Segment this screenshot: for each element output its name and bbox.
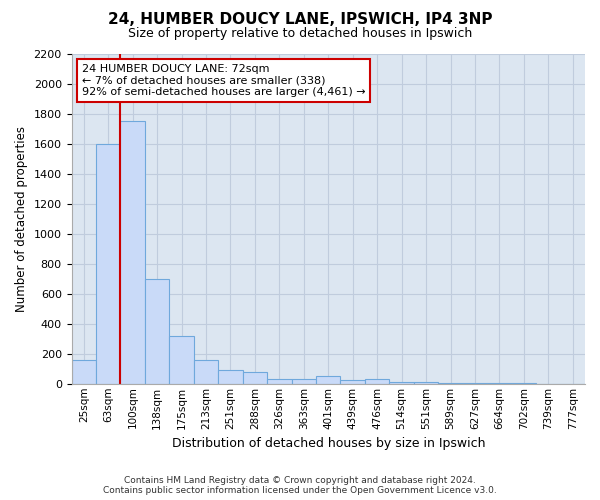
X-axis label: Distribution of detached houses by size in Ipswich: Distribution of detached houses by size … [172, 437, 485, 450]
Bar [242, 372, 267, 384]
Bar [414, 382, 438, 384]
Bar [365, 380, 389, 384]
Bar [145, 279, 169, 384]
Bar [169, 336, 194, 384]
Text: Size of property relative to detached houses in Ipswich: Size of property relative to detached ho… [128, 28, 472, 40]
Bar [267, 380, 292, 384]
Bar [316, 376, 340, 384]
Bar [96, 144, 121, 384]
Text: 24 HUMBER DOUCY LANE: 72sqm
← 7% of detached houses are smaller (338)
92% of sem: 24 HUMBER DOUCY LANE: 72sqm ← 7% of deta… [82, 64, 365, 97]
Bar [121, 122, 145, 384]
Bar [389, 382, 414, 384]
Bar [438, 383, 463, 384]
Y-axis label: Number of detached properties: Number of detached properties [15, 126, 28, 312]
Bar [194, 360, 218, 384]
Bar [463, 383, 487, 384]
Bar [218, 370, 242, 384]
Text: 24, HUMBER DOUCY LANE, IPSWICH, IP4 3NP: 24, HUMBER DOUCY LANE, IPSWICH, IP4 3NP [108, 12, 492, 28]
Bar [71, 360, 96, 384]
Bar [292, 380, 316, 384]
Bar [340, 380, 365, 384]
Text: Contains HM Land Registry data © Crown copyright and database right 2024.
Contai: Contains HM Land Registry data © Crown c… [103, 476, 497, 495]
